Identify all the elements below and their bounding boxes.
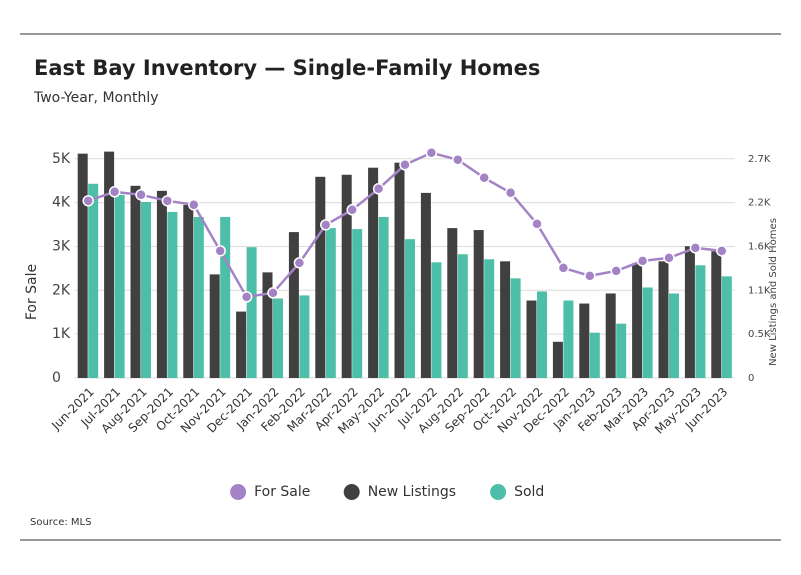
line-marker: [214, 245, 226, 257]
line-marker: [425, 147, 438, 159]
line-marker: [372, 183, 385, 195]
y-tick-label: 1K: [52, 326, 71, 342]
line-marker: [108, 186, 121, 198]
legend-marker: [343, 484, 360, 500]
bar: [669, 293, 679, 378]
bar: [299, 295, 310, 378]
bar: [589, 332, 600, 378]
line-marker: [240, 291, 253, 303]
bar: [183, 204, 194, 378]
line-marker: [636, 255, 649, 267]
line-marker: [135, 189, 147, 201]
line-marker: [267, 287, 279, 299]
legend-marker: [230, 484, 247, 500]
legend-label: For Sale: [254, 484, 310, 500]
bar: [642, 287, 653, 378]
bar: [352, 229, 363, 378]
line-marker: [663, 252, 675, 264]
bar: [420, 192, 431, 378]
bar: [711, 251, 722, 378]
y-tick-label: 0: [52, 370, 61, 386]
line-marker: [504, 187, 517, 199]
line-marker: [716, 245, 728, 257]
bar: [500, 261, 511, 378]
line-marker: [320, 219, 332, 231]
bar: [563, 300, 574, 378]
bar: [378, 216, 389, 378]
source: Source: MLS: [30, 517, 91, 528]
y-tick-label: 2K: [52, 282, 71, 298]
line-marker: [293, 257, 306, 269]
bar: [510, 278, 521, 378]
line-marker: [452, 154, 464, 166]
y-tick-label: 1.6K: [748, 241, 771, 252]
bar: [273, 298, 283, 378]
y-tick-label: 2.2K: [748, 198, 771, 209]
bar: [325, 228, 336, 378]
bar: [141, 201, 151, 378]
bar: [537, 291, 547, 378]
line-marker: [161, 195, 174, 207]
bar: [431, 262, 442, 378]
bar: [167, 211, 178, 378]
bar: [632, 263, 643, 378]
line-marker: [584, 270, 596, 282]
bar: [220, 216, 231, 378]
legend-label: Sold: [514, 484, 544, 500]
bar: [262, 272, 273, 378]
bar: [288, 232, 299, 378]
bar: [209, 274, 220, 378]
bar: [104, 151, 115, 378]
bar: [405, 239, 415, 378]
chart-title: East Bay Inventory — Single-Family Homes: [34, 56, 540, 80]
bar: [193, 216, 204, 378]
bar: [315, 176, 326, 378]
legend-label: New Listings: [368, 484, 456, 500]
y-tick-label: 2.7K: [748, 154, 771, 165]
bar: [394, 162, 405, 378]
y-axis-label: For Sale: [24, 264, 40, 320]
y-tick-label: 4K: [52, 195, 71, 211]
bar: [447, 228, 458, 378]
bar: [156, 190, 167, 378]
bar: [658, 261, 669, 378]
bar: [473, 230, 484, 378]
bar: [605, 293, 616, 378]
bar: [236, 311, 247, 378]
line-marker: [557, 262, 570, 274]
bar: [457, 254, 468, 378]
line-marker: [188, 199, 200, 211]
y-tick-label: 5K: [52, 151, 71, 167]
bar: [616, 323, 627, 378]
y2-axis-label: New Listings and Sold Homes: [768, 218, 779, 366]
bar: [130, 185, 141, 378]
y-tick-label: 1.1K: [748, 285, 771, 296]
line-marker: [610, 265, 622, 277]
line-marker: [399, 159, 411, 171]
bar: [368, 167, 379, 378]
bar: [721, 276, 732, 378]
line-marker: [82, 195, 94, 207]
bar: [88, 183, 99, 378]
line-marker: [531, 218, 543, 230]
bar: [579, 303, 590, 378]
y-tick-label: 0: [748, 373, 754, 384]
bar: [526, 300, 537, 378]
line-marker: [478, 172, 490, 184]
bar: [684, 246, 695, 378]
bar: [484, 259, 495, 378]
bar: [77, 153, 88, 378]
y-tick-label: 0.5K: [748, 329, 771, 340]
line-marker: [346, 204, 358, 216]
line-marker: [689, 242, 702, 254]
bar: [246, 247, 257, 378]
bar: [695, 265, 706, 378]
y-tick-label: 3K: [52, 238, 71, 254]
bar: [114, 194, 125, 378]
legend-marker: [490, 484, 507, 500]
bar: [341, 174, 352, 378]
bar: [552, 341, 563, 378]
chart-subtitle: Two-Year, Monthly: [33, 90, 159, 106]
